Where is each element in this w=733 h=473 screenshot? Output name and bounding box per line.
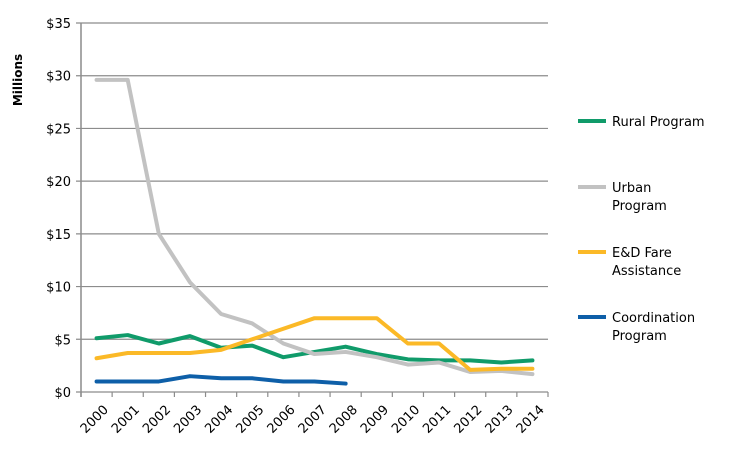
x-tick-label: 2006: [265, 403, 299, 437]
x-tick-label: 2007: [296, 403, 330, 437]
x-tick-label: 2001: [109, 403, 143, 437]
legend-label: Coordination: [612, 311, 695, 326]
y-tick-label: $20: [46, 175, 71, 190]
series-lines: [94, 77, 535, 386]
series-line-1: [94, 77, 535, 377]
series-line-3: [94, 374, 348, 386]
y-tick-label: $30: [46, 70, 71, 85]
x-tick-label: 2011: [420, 403, 454, 437]
legend-label: Program: [612, 199, 667, 214]
y-tick-label: $35: [46, 17, 71, 32]
y-axis-label: Millions: [11, 54, 25, 106]
x-tick-label: 2000: [78, 403, 112, 437]
x-axis-ticks: 2000200120022003200420052006200720082009…: [78, 403, 548, 437]
y-tick-label: $15: [46, 228, 71, 243]
gridlines: [76, 22, 549, 397]
legend-label: Urban: [612, 181, 651, 196]
x-tick-label: 2005: [233, 403, 267, 437]
y-tick-label: $5: [54, 333, 71, 348]
legend-label: Assistance: [612, 264, 681, 279]
x-tick-label: 2004: [202, 403, 236, 437]
legend-label: E&D Fare: [612, 246, 672, 261]
x-tick-label: 2009: [358, 403, 392, 437]
y-tick-label: $25: [46, 122, 71, 137]
x-tick-label: 2014: [514, 403, 548, 437]
y-axis-ticks: $0 $5 $10 $15 $20 $25 $30 $35: [46, 17, 71, 401]
x-tick-label: 2012: [451, 403, 485, 437]
legend-label: Program: [612, 329, 667, 344]
x-tick-label: 2002: [140, 403, 174, 437]
legend-label: Rural Program: [612, 115, 705, 130]
y-tick-label: $10: [46, 281, 71, 296]
y-tick-label: $0: [54, 386, 71, 401]
x-tick-label: 2008: [327, 403, 361, 437]
x-tick-label: 2013: [483, 403, 517, 437]
legend: Rural Program Urban Program E&D Fare Assista…: [578, 115, 705, 344]
x-tick-label: 2010: [389, 403, 423, 437]
x-tick-label: 2003: [171, 403, 205, 437]
